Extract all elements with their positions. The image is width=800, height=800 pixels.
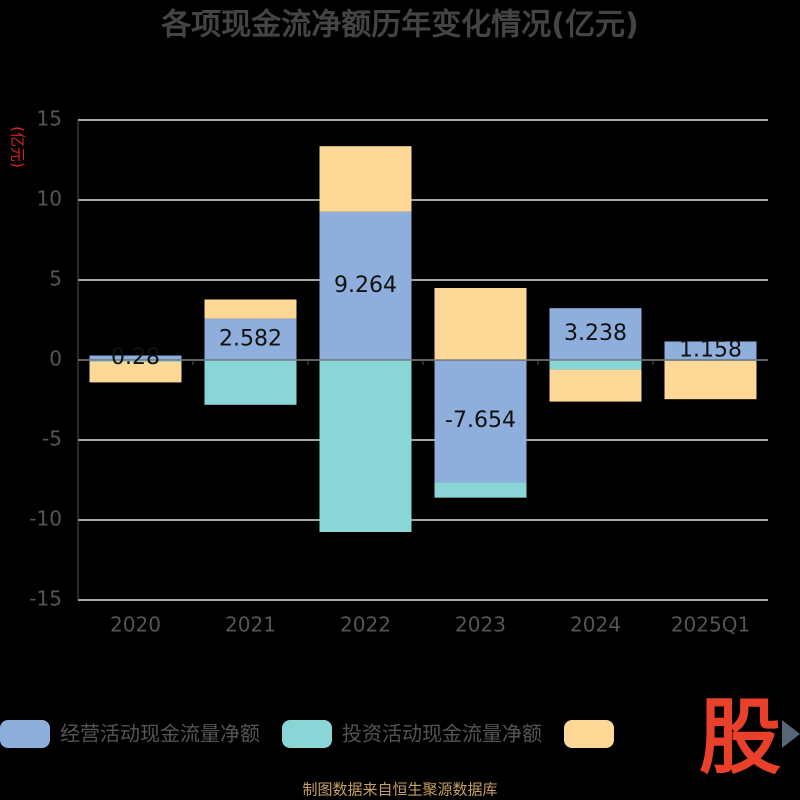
y-tick-label: 15 <box>37 107 62 131</box>
bar <box>319 146 412 212</box>
bar <box>204 299 297 319</box>
y-tick-label: 0 <box>49 347 62 371</box>
value-label: 1.158 <box>679 338 742 363</box>
x-tick-label: 2023 <box>455 613 506 637</box>
value-label: 3.238 <box>564 321 627 346</box>
bar <box>319 211 412 360</box>
legend-arrow[interactable] <box>782 720 800 748</box>
y-unit: (亿元) <box>9 126 27 168</box>
y-tick-label: 10 <box>37 187 62 211</box>
value-label: 0.28 <box>111 345 160 370</box>
chart-title: 各项现金流净额历年变化情况(亿元) <box>160 8 638 43</box>
bar <box>89 355 182 360</box>
source: 制图数据来自恒生聚源数据库 <box>302 781 497 799</box>
legend-swatch[interactable] <box>564 720 614 748</box>
legend-label: 经营活动现金流量净额 <box>60 722 260 746</box>
bar <box>434 360 527 483</box>
y-tick-label: -15 <box>29 587 62 611</box>
bar <box>204 318 297 360</box>
bar <box>664 360 757 400</box>
x-tick-label: 2025Q1 <box>671 613 750 637</box>
bar <box>664 341 757 360</box>
x-tick-label: 2024 <box>570 613 621 637</box>
value-label: 9.264 <box>334 273 397 298</box>
bar <box>434 288 527 360</box>
bar <box>89 360 182 362</box>
bar <box>549 308 642 360</box>
legend-swatch[interactable] <box>0 720 50 748</box>
bar <box>549 369 642 402</box>
bar <box>204 360 297 405</box>
y-tick-label: -10 <box>29 507 62 531</box>
y-tick-label: -5 <box>42 427 62 451</box>
bar <box>549 360 642 370</box>
bar <box>89 361 182 383</box>
legend-swatch[interactable] <box>282 720 332 748</box>
logo: 股 <box>699 690 781 785</box>
value-label: 2.582 <box>219 326 282 351</box>
x-tick-label: 2022 <box>340 613 391 637</box>
bar <box>319 360 412 532</box>
x-tick-label: 2020 <box>110 613 161 637</box>
value-label: -7.654 <box>445 408 516 433</box>
y-tick-label: 5 <box>49 267 62 291</box>
legend-label: 投资活动现金流量净额 <box>342 722 542 746</box>
bar <box>434 482 527 498</box>
x-tick-label: 2021 <box>225 613 276 637</box>
